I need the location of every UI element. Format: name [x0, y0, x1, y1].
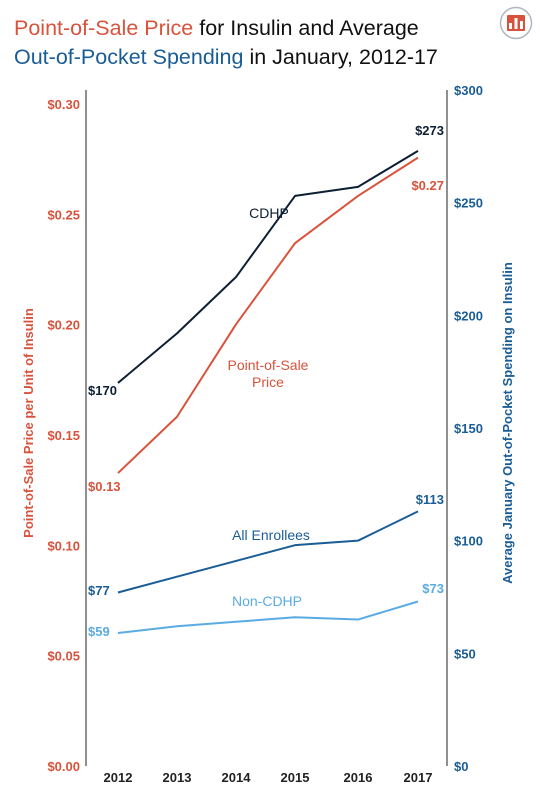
title-pos-price: Point-of-Sale Price [14, 16, 194, 40]
series-line [117, 149, 419, 384]
left-tick-label: $0.00 [47, 759, 80, 774]
series-start-label: $77 [88, 583, 110, 598]
left-tick-label: $0.05 [47, 649, 80, 664]
left-tick-label: $0.10 [47, 538, 80, 553]
series-line [117, 156, 419, 474]
left-tick-label: $0.20 [47, 318, 80, 333]
series-name-label: Point-of-Sale [228, 357, 309, 373]
x-tick-label: 2015 [281, 770, 310, 785]
x-tick-label: 2014 [222, 770, 252, 785]
series-start-label: $170 [88, 383, 117, 398]
series-line [117, 510, 419, 594]
series-end-label: $113 [416, 492, 444, 507]
right-tick-label: $200 [454, 308, 483, 323]
right-tick-label: $100 [454, 534, 483, 549]
chart-title: Point-of-Sale Price for Insulin and Aver… [14, 14, 484, 72]
series-name-label: Non-CDHP [232, 593, 302, 609]
right-tick-label: $0 [454, 759, 468, 774]
logo-icon [499, 6, 533, 40]
right-tick-label: $150 [454, 421, 483, 436]
left-tick-label: $0.30 [47, 97, 80, 112]
x-tick-label: 2017 [404, 770, 433, 785]
series-end-label: $0.27 [411, 178, 444, 193]
right-tick-label: $300 [454, 83, 483, 98]
series-end-label: $73 [422, 581, 444, 596]
left-tick-label: $0.25 [47, 207, 80, 222]
right-tick-label: $50 [454, 646, 476, 661]
x-tick-label: 2012 [104, 770, 133, 785]
right-axis-title: Average January Out-of-Pocket Spending o… [500, 262, 515, 584]
series-start-label: $59 [88, 624, 110, 639]
series-name-label: CDHP [249, 205, 289, 221]
right-tick-label: $250 [454, 196, 483, 211]
left-tick-label: $0.15 [47, 428, 80, 443]
title-text-1: for Insulin and Average [193, 16, 419, 40]
series-start-label: $0.13 [88, 479, 121, 494]
x-tick-label: 2016 [344, 770, 373, 785]
series-line [117, 600, 419, 635]
series-name-label: All Enrollees [232, 527, 310, 543]
series-name-label: Price [252, 374, 284, 390]
series-end-label: $273 [415, 123, 444, 138]
x-tick-label: 2013 [163, 770, 192, 785]
title-oop-spending: Out-of-Pocket Spending [14, 45, 244, 69]
title-text-2: in January, 2012-17 [243, 45, 438, 69]
left-axis-title: Point-of-Sale Price per Unit of Insulin [21, 308, 36, 538]
